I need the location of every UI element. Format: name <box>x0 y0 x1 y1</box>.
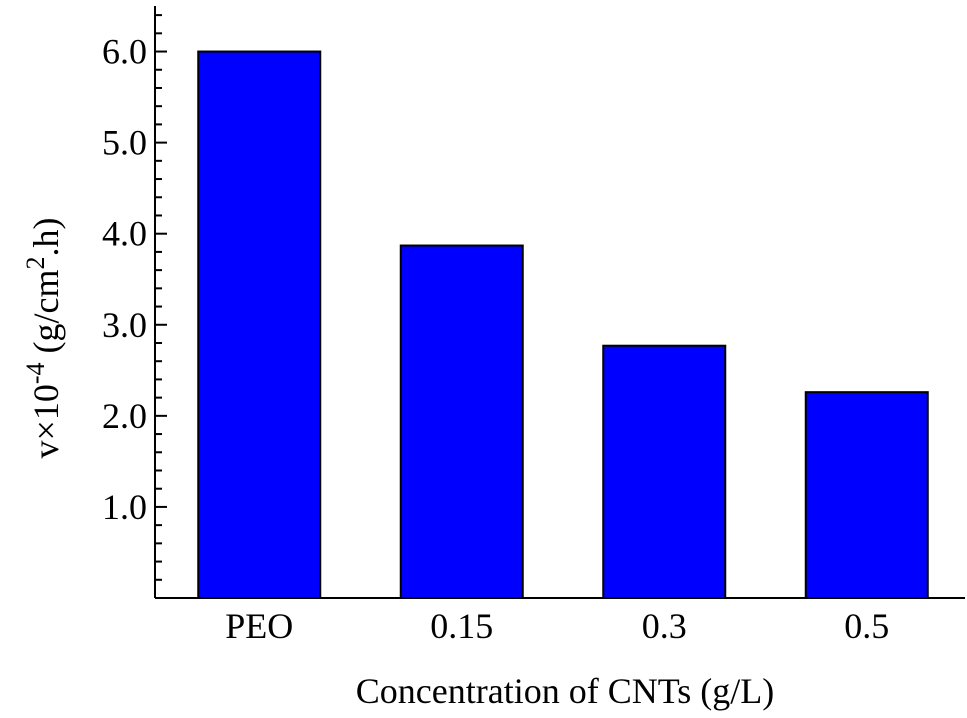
y-axis-title-unit-close: .h) <box>26 218 66 257</box>
bar <box>602 344 727 599</box>
x-tick-label: 0.15 <box>430 606 493 646</box>
x-tick-label: 0.3 <box>642 606 687 646</box>
y-axis-ticks: 1.0 2.0 3.0 4.0 5.0 6.0 <box>102 14 167 581</box>
y-tick-label: 6.0 <box>102 32 147 72</box>
y-axis-title-prefix: v×10 <box>26 384 66 458</box>
y-tick-label: 4.0 <box>102 214 147 254</box>
y-axis-title: v×10-4 (g/cm2.h) <box>21 218 66 459</box>
y-tick-label: 2.0 <box>102 396 147 436</box>
y-tick-label: 1.0 <box>102 487 147 527</box>
x-tick-label: 0.5 <box>844 606 889 646</box>
bar <box>399 244 524 599</box>
bar <box>804 391 929 600</box>
y-axis-title-unit-exponent: 2 <box>21 257 50 270</box>
y-tick-label: 5.0 <box>102 123 147 163</box>
y-axis-title-exponent: -4 <box>21 363 50 385</box>
x-axis-title: Concentration of CNTs (g/L) <box>356 671 774 711</box>
x-axis-tick-labels: PEO 0.15 0.3 0.5 <box>225 606 889 646</box>
x-tick-label: PEO <box>225 606 293 646</box>
bars <box>197 50 929 600</box>
y-axis-title-unit-open: (g/cm <box>26 270 66 363</box>
bar <box>197 50 322 600</box>
y-tick-label: 3.0 <box>102 305 147 345</box>
